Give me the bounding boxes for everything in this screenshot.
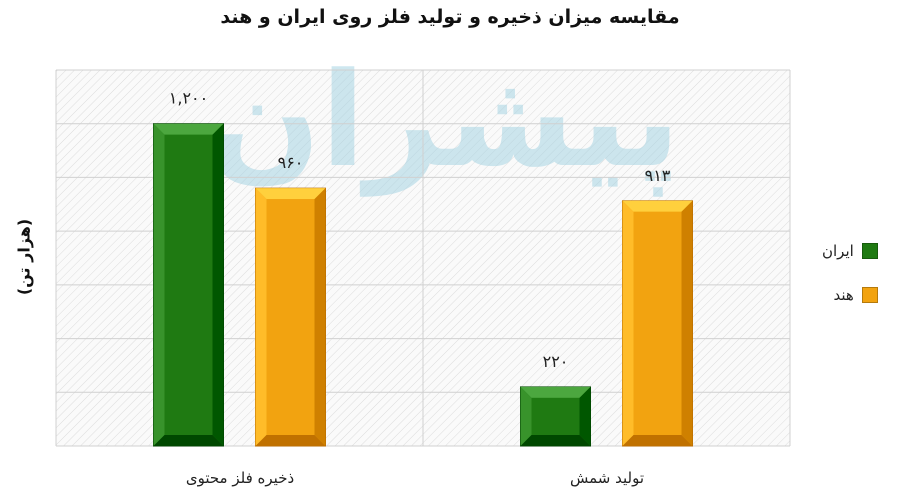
bar-face xyxy=(531,397,580,435)
legend-label-iran: ایران xyxy=(822,242,854,260)
value-label-iran-1: ۲۲۰ xyxy=(543,352,569,371)
bar-iran-1 xyxy=(520,386,591,447)
category-label-1: تولید شمش xyxy=(569,469,645,487)
y-axis-label: (هزار تن) xyxy=(14,218,34,296)
bar-bevel-right xyxy=(212,123,224,446)
bar-face xyxy=(266,199,315,435)
value-label-india-0: ۹۶۰ xyxy=(278,153,304,172)
legend: ایران هند xyxy=(822,240,878,328)
bar-bevel-right xyxy=(681,200,693,446)
bar-bevel-right xyxy=(579,386,591,446)
bar-bevel-left xyxy=(255,188,267,446)
bar-india-0 xyxy=(255,187,326,447)
bar-bevel-bottom xyxy=(622,435,693,446)
watermark-logo: پیشران xyxy=(210,44,681,197)
bars-layer xyxy=(153,123,693,447)
bar-face xyxy=(633,211,682,435)
bar-bevel-top xyxy=(520,386,591,398)
bar-bevel-bottom xyxy=(255,435,326,446)
value-label-iran-0: ۱,۲۰۰ xyxy=(169,89,208,108)
bar-bevel-right xyxy=(314,188,326,446)
bar-iran-0 xyxy=(153,123,224,447)
legend-swatch-india xyxy=(861,287,878,303)
legend-label-india: هند xyxy=(833,286,854,304)
bar-bevel-bottom xyxy=(520,435,591,446)
value-labels-layer: ۱,۲۰۰ ۹۶۰ ۲۲۰ ۹۱۳ xyxy=(169,89,671,371)
category-label-0: ذخیره فلز محتوی xyxy=(185,469,295,487)
bar-bevel-bottom xyxy=(153,435,224,446)
bar-face xyxy=(164,134,213,435)
value-label-india-1: ۹۱۳ xyxy=(645,166,671,185)
bar-bevel-top xyxy=(255,188,326,200)
chart-title: مقایسه میزان ذخیره و تولید فلز روی ایران… xyxy=(220,6,680,28)
bar-india-1 xyxy=(622,200,693,447)
legend-item-india: هند xyxy=(822,284,878,306)
bar-bevel-left xyxy=(153,123,165,446)
legend-item-iran: ایران xyxy=(822,240,878,262)
legend-swatch-iran xyxy=(861,243,878,259)
bar-bevel-top xyxy=(622,200,693,212)
bar-bevel-left xyxy=(520,386,532,446)
watermark-text: پیشران xyxy=(210,44,681,197)
bar-bevel-top xyxy=(153,123,224,135)
bar-bevel-left xyxy=(622,200,634,446)
